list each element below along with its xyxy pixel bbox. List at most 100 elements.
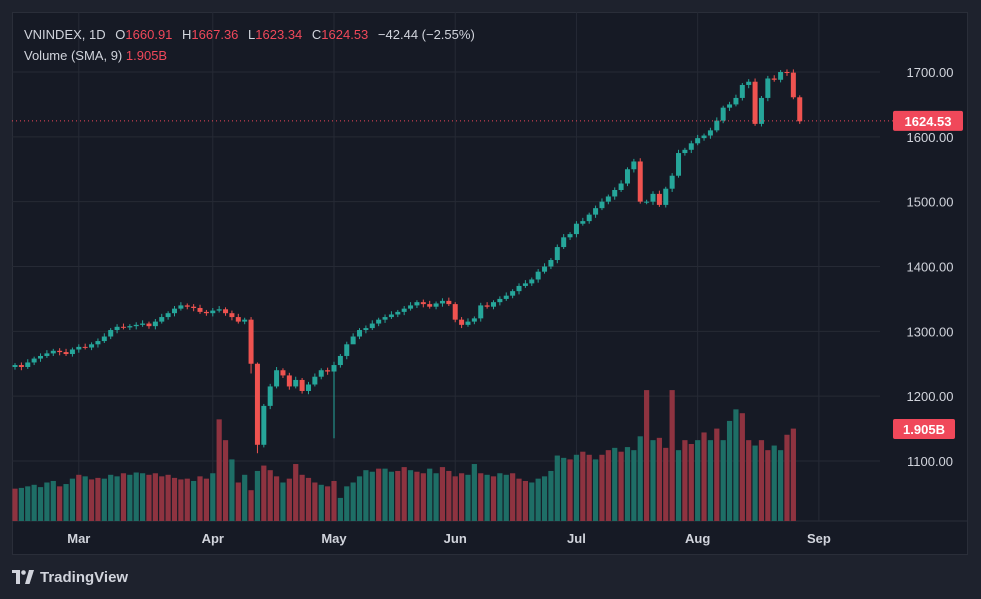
volume-bar xyxy=(146,474,152,521)
volume-bar xyxy=(82,476,88,521)
candle-body xyxy=(325,370,331,372)
volume-bar xyxy=(439,467,446,521)
brand-name: TradingView xyxy=(40,568,129,586)
volume-indicator-label[interactable]: Volume (SMA, 9) xyxy=(24,48,123,63)
volume-bar xyxy=(707,440,714,521)
candle-body xyxy=(599,201,605,209)
candle-body xyxy=(286,375,292,387)
volume-bar xyxy=(312,482,318,521)
volume-bar xyxy=(586,454,592,521)
volume-bar xyxy=(318,484,324,521)
candle-body xyxy=(159,317,165,322)
chart-panel[interactable] xyxy=(12,12,968,555)
candle-body xyxy=(31,358,37,363)
candle-body xyxy=(191,306,197,308)
candle-body xyxy=(714,120,720,131)
candle-body xyxy=(618,183,624,190)
volume-bar xyxy=(561,457,567,521)
candle-body xyxy=(172,308,177,314)
volume-bar xyxy=(407,470,414,521)
volume-bar xyxy=(382,468,388,521)
volume-bar xyxy=(765,450,771,521)
candle-body xyxy=(771,78,777,80)
y-tick-label: 1400.00 xyxy=(907,260,954,275)
volume-bar xyxy=(95,477,101,521)
volume-bar xyxy=(420,473,426,521)
volume-bar xyxy=(516,478,522,521)
candle-body xyxy=(133,324,139,327)
candle-body xyxy=(89,344,95,348)
volume-badge-label: 1.905B xyxy=(903,422,945,437)
candle-body xyxy=(790,72,796,98)
volume-bar xyxy=(388,471,395,521)
volume-bar xyxy=(624,447,631,521)
volume-bar xyxy=(573,454,580,521)
open-label: O xyxy=(115,27,126,42)
volume-bar xyxy=(273,476,280,521)
volume-bar xyxy=(535,478,541,521)
volume-bar xyxy=(414,471,420,521)
candle-body xyxy=(376,319,382,324)
volume-bar xyxy=(216,419,222,521)
candle-body xyxy=(350,336,356,345)
candle-body xyxy=(624,169,630,184)
candle-body xyxy=(388,314,394,318)
x-tick-label: Apr xyxy=(202,531,224,546)
candle-body xyxy=(535,271,541,280)
volume-row: Volume (SMA, 9) 1.905B xyxy=(24,45,475,66)
volume-bar xyxy=(242,474,248,521)
volume-bar xyxy=(229,459,235,521)
volume-bar xyxy=(752,445,758,521)
candle-body xyxy=(44,353,50,356)
candle-body xyxy=(727,104,733,108)
candle-body xyxy=(695,138,701,144)
volume-bar xyxy=(363,470,369,521)
candle-body xyxy=(152,321,158,327)
candle-body xyxy=(57,350,63,353)
candle-body xyxy=(650,193,656,202)
candle-body xyxy=(127,326,133,328)
candle-body xyxy=(248,319,254,364)
volume-bar xyxy=(325,486,331,521)
candle-body xyxy=(637,161,643,202)
ohlc-row: VNINDEX, 1D O1660.91 H1667.36 L1623.34 C… xyxy=(24,27,475,42)
x-tick-label: Jun xyxy=(444,531,467,546)
candle-body xyxy=(510,291,516,296)
candle-body xyxy=(165,313,171,318)
volume-bar xyxy=(503,474,509,521)
candle-body xyxy=(427,304,433,307)
volume-bar xyxy=(140,473,146,521)
x-tick-label: Mar xyxy=(67,531,90,546)
volume-bar xyxy=(567,459,573,521)
volume-bar xyxy=(57,486,63,521)
volume-bar xyxy=(165,474,171,521)
volume-bar xyxy=(25,486,31,521)
candle-body xyxy=(739,84,745,98)
symbol-label[interactable]: VNINDEX xyxy=(24,27,82,42)
candle-body xyxy=(382,317,388,320)
volume-bar xyxy=(618,451,624,521)
volume-indicator-value: 1.905B xyxy=(125,48,168,63)
volume-bar xyxy=(459,473,465,521)
volume-bar xyxy=(299,474,305,521)
candle-body xyxy=(408,305,414,309)
volume-bar xyxy=(267,470,273,521)
volume-bar xyxy=(599,454,605,521)
volume-bar xyxy=(695,440,701,521)
candle-body xyxy=(644,201,650,203)
candle-body xyxy=(446,300,452,305)
tradingview-logo[interactable]: TradingView xyxy=(12,566,128,588)
volume-bar xyxy=(171,477,178,521)
low-label: L xyxy=(248,27,256,42)
candle-body xyxy=(459,319,465,325)
volume-bar xyxy=(471,464,477,521)
candle-body xyxy=(363,328,369,331)
interval-label[interactable]: 1D xyxy=(89,27,106,42)
volume-bar xyxy=(178,479,184,521)
volume-bar xyxy=(152,473,158,521)
y-tick-label: 1500.00 xyxy=(907,195,954,210)
volume-bar xyxy=(184,478,190,521)
candle-body xyxy=(229,313,235,318)
volume-bar xyxy=(197,476,203,521)
